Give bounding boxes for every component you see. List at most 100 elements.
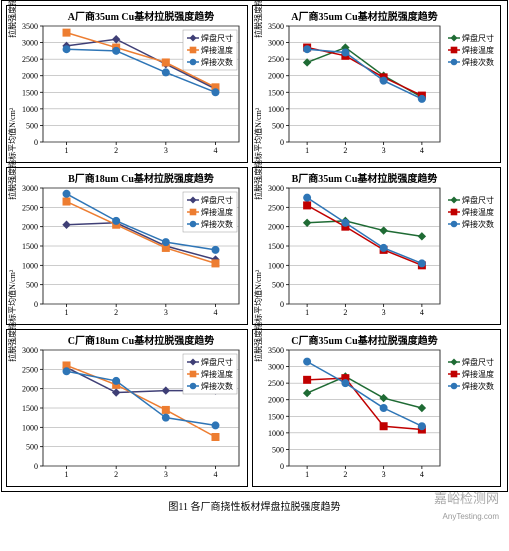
svg-text:3500: 3500	[268, 346, 284, 355]
chart-svg: 0500100015002000250030001234C厂商18um Cu基材…	[9, 332, 245, 484]
svg-text:B厂商18um Cu基材拉脱强度趋势: B厂商18um Cu基材拉脱强度趋势	[68, 172, 214, 185]
svg-text:1: 1	[65, 308, 69, 317]
svg-text:1500: 1500	[22, 88, 38, 97]
chart-svg: 05001000150020002500300035001234A厂商35um …	[9, 8, 245, 160]
svg-text:焊接次数: 焊接次数	[201, 381, 233, 391]
svg-text:2: 2	[343, 146, 347, 155]
svg-text:4: 4	[420, 470, 424, 479]
svg-text:2: 2	[343, 308, 347, 317]
svg-text:0: 0	[280, 300, 284, 309]
svg-text:3000: 3000	[268, 39, 284, 48]
svg-text:4: 4	[213, 308, 217, 317]
svg-text:1500: 1500	[22, 404, 38, 413]
svg-text:1000: 1000	[268, 261, 284, 270]
y-axis-label: 拉脱强度指标平均值N/cm²	[253, 108, 264, 200]
svg-text:焊接次数: 焊接次数	[462, 219, 494, 229]
svg-text:4: 4	[213, 146, 217, 155]
svg-text:焊盘尺寸: 焊盘尺寸	[462, 33, 494, 43]
svg-text:500: 500	[26, 281, 38, 290]
svg-text:3: 3	[164, 308, 168, 317]
svg-text:3000: 3000	[268, 184, 284, 193]
svg-text:1500: 1500	[268, 88, 284, 97]
svg-text:3: 3	[164, 146, 168, 155]
svg-text:A厂商35um Cu基材拉脱强度趋势: A厂商35um Cu基材拉脱强度趋势	[291, 10, 437, 23]
svg-text:3500: 3500	[268, 22, 284, 31]
svg-text:3500: 3500	[22, 22, 38, 31]
svg-text:焊接温度: 焊接温度	[462, 369, 494, 379]
svg-text:焊盘尺寸: 焊盘尺寸	[201, 195, 233, 205]
svg-text:1000: 1000	[22, 423, 38, 432]
svg-text:1500: 1500	[268, 412, 284, 421]
svg-text:焊接温度: 焊接温度	[201, 207, 233, 217]
svg-text:焊盘尺寸: 焊盘尺寸	[462, 357, 494, 367]
svg-text:A厂商35um Cu基材拉脱强度趋势: A厂商35um Cu基材拉脱强度趋势	[68, 10, 214, 23]
svg-text:1000: 1000	[22, 261, 38, 270]
svg-text:1: 1	[305, 146, 309, 155]
figure-caption: 图11 各厂商挠性板材焊盘拉脱强度趋势	[0, 498, 509, 513]
chart-panel-0: 拉脱强度指标平均值N/cm² 0500100015002000250030003…	[6, 5, 248, 163]
svg-text:焊接温度: 焊接温度	[462, 45, 494, 55]
svg-text:焊接次数: 焊接次数	[462, 381, 494, 391]
y-axis-label: 拉脱强度指标平均值N/cm²	[253, 0, 264, 38]
svg-text:2000: 2000	[268, 396, 284, 405]
svg-text:2500: 2500	[268, 203, 284, 212]
chart-svg: 0500100015002000250030001234B厂商18um Cu基材…	[9, 170, 245, 322]
chart-panel-2: 拉脱强度指标平均值N/cm² 0500100015002000250030001…	[6, 167, 248, 325]
svg-text:3000: 3000	[22, 39, 38, 48]
svg-text:1: 1	[65, 470, 69, 479]
chart-panel-1: 拉脱强度指标平均值N/cm² 0500100015002000250030003…	[252, 5, 501, 163]
svg-text:C厂商18um Cu基材拉脱强度趋势: C厂商18um Cu基材拉脱强度趋势	[68, 334, 214, 347]
svg-text:焊接次数: 焊接次数	[462, 57, 494, 67]
svg-text:500: 500	[272, 121, 284, 130]
svg-text:焊接次数: 焊接次数	[201, 219, 233, 229]
y-axis-label: 拉脱强度指标平均值N/cm²	[7, 0, 18, 38]
svg-text:500: 500	[272, 445, 284, 454]
svg-text:1000: 1000	[268, 429, 284, 438]
svg-text:3: 3	[382, 470, 386, 479]
svg-text:3000: 3000	[22, 184, 38, 193]
svg-text:2000: 2000	[22, 223, 38, 232]
svg-text:3: 3	[382, 146, 386, 155]
svg-text:1: 1	[305, 308, 309, 317]
svg-text:B厂商35um Cu基材拉脱强度趋势: B厂商35um Cu基材拉脱强度趋势	[292, 172, 438, 185]
svg-text:1500: 1500	[22, 242, 38, 251]
svg-text:2500: 2500	[22, 55, 38, 64]
svg-text:2500: 2500	[268, 379, 284, 388]
svg-text:2500: 2500	[268, 55, 284, 64]
svg-text:1000: 1000	[22, 105, 38, 114]
chart-panel-5: 拉脱强度指标平均值N/cm² 0500100015002000250030003…	[252, 329, 501, 487]
svg-text:2: 2	[114, 146, 118, 155]
svg-text:0: 0	[280, 462, 284, 471]
svg-text:3: 3	[164, 470, 168, 479]
y-axis-label: 拉脱强度指标平均值N/cm²	[7, 270, 18, 362]
svg-text:焊接次数: 焊接次数	[201, 57, 233, 67]
svg-text:2: 2	[343, 470, 347, 479]
svg-text:4: 4	[420, 308, 424, 317]
svg-text:焊接温度: 焊接温度	[201, 369, 233, 379]
svg-text:2500: 2500	[22, 365, 38, 374]
svg-text:2000: 2000	[22, 72, 38, 81]
svg-text:0: 0	[280, 138, 284, 147]
watermark-text: 嘉峪检测网	[434, 488, 499, 507]
svg-text:4: 4	[420, 146, 424, 155]
svg-text:2: 2	[114, 308, 118, 317]
watermark-url: AnyTesting.com	[443, 512, 499, 521]
svg-text:1: 1	[305, 470, 309, 479]
svg-text:C厂商35um Cu基材拉脱强度趋势: C厂商35um Cu基材拉脱强度趋势	[291, 334, 437, 347]
svg-text:500: 500	[26, 443, 38, 452]
svg-text:焊接温度: 焊接温度	[462, 207, 494, 217]
svg-text:4: 4	[213, 470, 217, 479]
svg-text:3: 3	[382, 308, 386, 317]
svg-text:1500: 1500	[268, 242, 284, 251]
chart-svg: 0 500 1000 1500 2000 2500 3000 3500 1 2 3 4 C厂商35um …	[255, 332, 498, 484]
svg-text:1000: 1000	[268, 105, 284, 114]
figure-container: 拉脱强度指标平均值N/cm² 0500100015002000250030003…	[1, 0, 508, 492]
chart-svg: 05001000150020002500300035001234A厂商35um …	[255, 8, 498, 160]
svg-text:2500: 2500	[22, 203, 38, 212]
svg-text:3000: 3000	[268, 363, 284, 372]
svg-text:0: 0	[34, 462, 38, 471]
svg-text:1: 1	[65, 146, 69, 155]
svg-text:2000: 2000	[22, 385, 38, 394]
y-axis-label: 拉脱强度指标平均值N/cm²	[253, 270, 264, 362]
chart-svg: 0500100015002000250030001234B厂商35um Cu基材…	[255, 170, 498, 322]
